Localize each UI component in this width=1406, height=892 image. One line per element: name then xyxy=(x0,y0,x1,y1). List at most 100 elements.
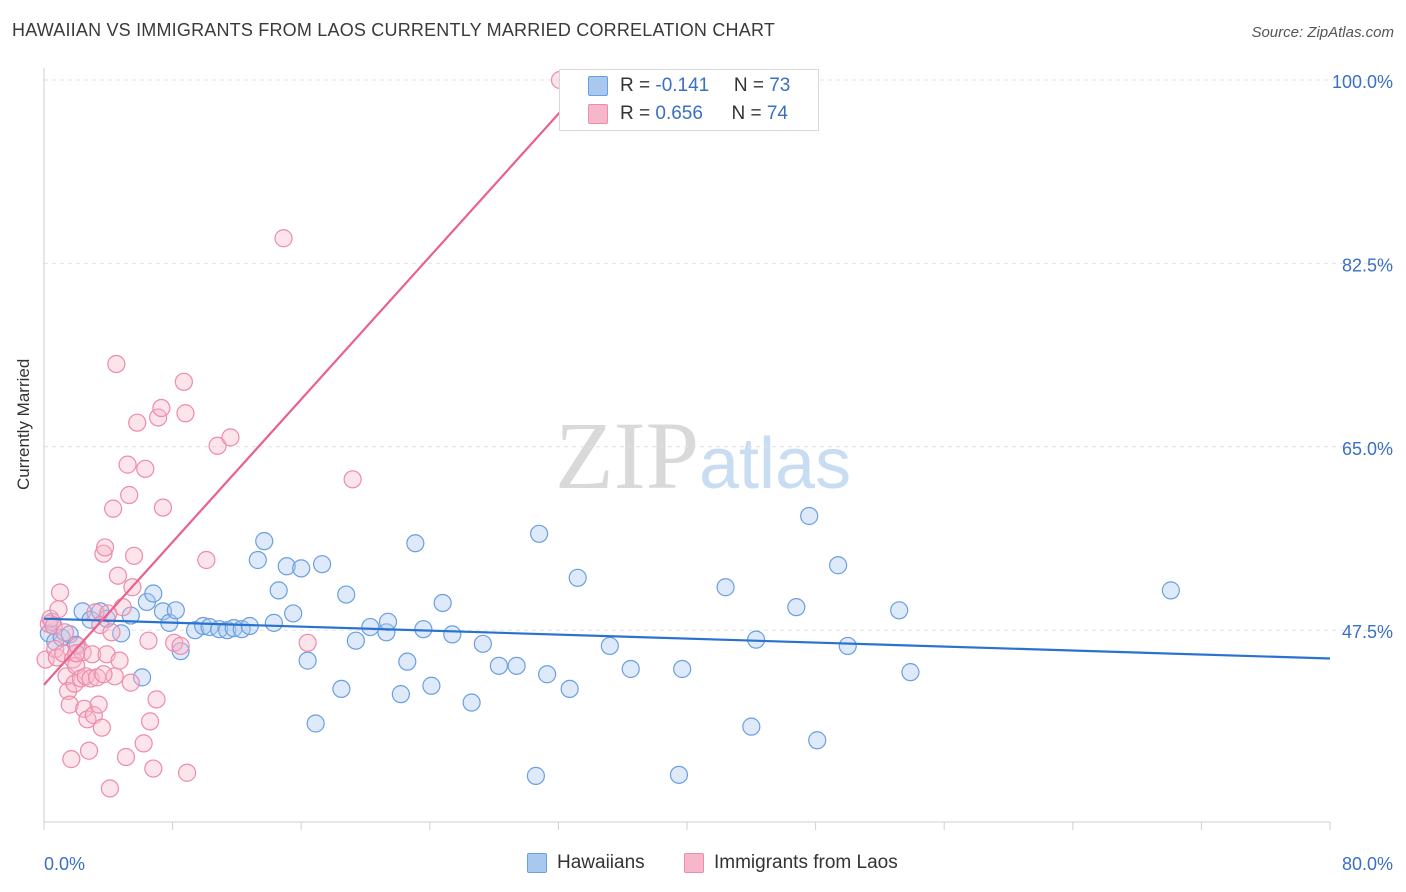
hawaiians-point xyxy=(742,717,761,736)
laos-point xyxy=(298,633,317,652)
hawaiians-point xyxy=(248,550,267,570)
legend-n-value-laos: 74 xyxy=(766,103,788,124)
laos-point xyxy=(128,413,147,432)
hawaiians-point xyxy=(337,585,356,604)
laos-point xyxy=(55,623,74,642)
hawaiians-point xyxy=(829,556,848,575)
laos-point xyxy=(140,712,160,731)
legend-swatch-laos xyxy=(684,853,704,873)
hawaiians-point xyxy=(264,613,283,632)
laos-point xyxy=(197,550,216,570)
hawaiians-point xyxy=(507,656,526,675)
hawaiians-point xyxy=(312,555,332,574)
hawaiians-point xyxy=(433,593,452,613)
hawaiians-point xyxy=(538,665,557,684)
laos-point xyxy=(144,759,163,778)
source-label: Source: ZipAtlas.com xyxy=(1251,24,1394,41)
hawaiians-point xyxy=(361,617,380,637)
hawaiians-point xyxy=(443,625,462,644)
laos-point xyxy=(221,428,240,447)
hawaiians-point xyxy=(462,693,481,712)
laos-point xyxy=(113,598,132,617)
laos-point xyxy=(124,546,144,565)
hawaiians-point xyxy=(144,584,163,603)
hawaiians-point xyxy=(391,685,410,704)
legend-r-value-hawaiians: -0.141 xyxy=(655,75,710,96)
laos-point xyxy=(62,750,81,769)
hawaiians-point xyxy=(489,656,509,675)
y-tick-label: 82.5% xyxy=(1342,255,1393,275)
laos-point xyxy=(274,229,293,248)
hawaiians-point xyxy=(112,624,131,643)
laos-point xyxy=(50,583,70,602)
series-legend: Hawaiians Immigrants from Laos xyxy=(0,852,1406,876)
laos-point xyxy=(44,616,63,636)
hawaiians-point xyxy=(560,679,579,699)
hawaiians-point xyxy=(669,765,689,784)
hawaiians-point xyxy=(473,634,492,653)
y-tick-label: 65.0% xyxy=(1342,439,1393,459)
y-tick-label: 100.0% xyxy=(1332,72,1393,92)
chart-title: HAWAIIAN VS IMMIGRANTS FROM LAOS CURRENT… xyxy=(12,20,776,40)
hawaiians-point xyxy=(800,506,819,526)
correlation-legend: R = -0.141 N = 73 R = 0.656 N = 74 xyxy=(559,69,819,131)
watermark-atlas: atlas xyxy=(699,424,852,504)
laos-point xyxy=(153,498,173,517)
hawaiians-point xyxy=(716,578,735,597)
laos-point xyxy=(60,695,79,714)
zipatlas-watermark: ZIPatlas xyxy=(555,400,851,511)
legend-r-value-laos: 0.656 xyxy=(655,103,703,124)
hawaiians-point xyxy=(298,651,317,670)
legend-r-label: R = xyxy=(620,75,656,96)
legend-item-hawaiians: Hawaiians xyxy=(527,852,645,874)
laos-point xyxy=(147,690,166,709)
legend-swatch-hawaiians xyxy=(588,76,608,96)
legend-n-value-hawaiians: 73 xyxy=(769,75,791,96)
laos-point xyxy=(59,681,78,701)
laos-point xyxy=(89,695,108,714)
hawaiians-point xyxy=(398,652,417,671)
laos-point xyxy=(171,636,190,656)
hawaiians-point xyxy=(808,731,827,750)
hawaiians-point xyxy=(153,602,173,621)
hawaiians-point xyxy=(787,598,806,617)
laos-point xyxy=(92,718,111,737)
hawaiians-point xyxy=(406,534,425,553)
laos-point xyxy=(102,623,121,642)
legend-swatch-laos xyxy=(588,104,608,124)
hawaiians-point xyxy=(255,532,274,551)
laos-point xyxy=(118,455,137,474)
hawaiians-point xyxy=(600,636,619,656)
laos-point xyxy=(121,673,140,692)
hawaiians-point xyxy=(890,601,909,620)
legend-item-laos: Immigrants from Laos xyxy=(684,852,898,874)
laos-trend-line xyxy=(43,79,590,686)
laos-point xyxy=(94,544,113,563)
hawaiians-point xyxy=(166,601,185,620)
y-tick-label: 47.5% xyxy=(1342,622,1393,642)
laos-point xyxy=(134,734,153,753)
hawaiians-point xyxy=(269,581,288,600)
legend-label-laos: Immigrants from Laos xyxy=(714,852,898,873)
laos-point xyxy=(120,485,139,505)
hawaiians-point xyxy=(306,714,325,733)
laos-point xyxy=(343,470,362,489)
laos-point xyxy=(110,651,129,670)
hawaiians-point xyxy=(132,668,152,687)
legend-swatch-hawaiians xyxy=(527,853,547,873)
legend-label-hawaiians: Hawaiians xyxy=(557,852,645,873)
laos-point xyxy=(116,747,136,767)
laos-point xyxy=(136,459,155,478)
laos-point xyxy=(49,600,68,619)
hawaiians-trend-line xyxy=(43,617,1331,660)
hawaiians-point xyxy=(332,679,351,699)
hawaiians-point xyxy=(284,604,303,623)
laos-point xyxy=(104,499,123,518)
laos-point xyxy=(108,566,128,585)
laos-point xyxy=(107,354,126,374)
hawaiians-point xyxy=(673,659,692,679)
hawaiians-point xyxy=(422,676,441,695)
laos-point xyxy=(94,665,113,684)
hawaiians-point xyxy=(838,636,857,656)
